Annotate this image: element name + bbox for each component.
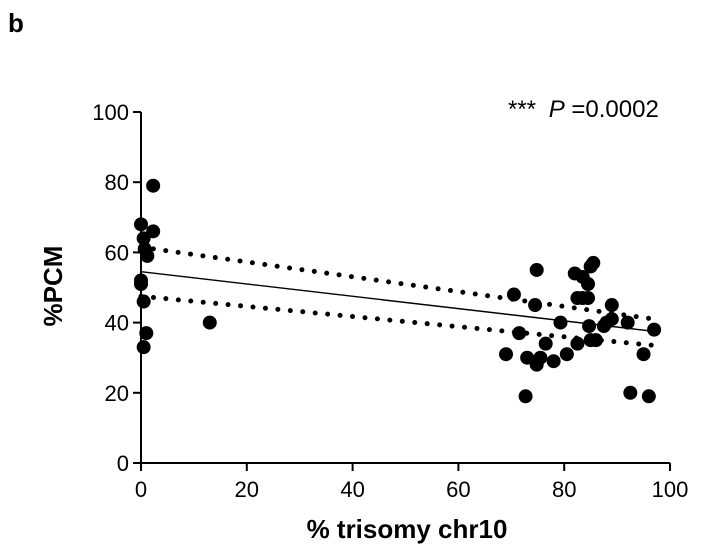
- data-point: [139, 326, 154, 341]
- data-point: [512, 326, 527, 341]
- x-tick-label: 100: [652, 477, 689, 502]
- x-tick-label: 60: [446, 477, 470, 502]
- x-tick-label: 20: [235, 477, 259, 502]
- data-point: [533, 350, 548, 365]
- data-point: [581, 276, 596, 291]
- data-point: [553, 315, 568, 330]
- data-point: [140, 248, 155, 263]
- data-point: [586, 255, 601, 270]
- p-label: P: [549, 96, 565, 123]
- data-point: [506, 287, 521, 302]
- data-point: [134, 217, 148, 232]
- data-point: [134, 276, 148, 291]
- data-point: [582, 319, 597, 334]
- data-point: [623, 385, 638, 400]
- x-axis-title: % trisomy chr10: [307, 514, 508, 544]
- data-point: [604, 312, 619, 327]
- data-point: [620, 315, 635, 330]
- data-point: [146, 178, 161, 193]
- data-point: [636, 347, 651, 362]
- data-point: [570, 336, 585, 351]
- x-tick-label: 40: [340, 477, 364, 502]
- x-tick-label: 80: [552, 477, 576, 502]
- significance-stars: ***: [508, 96, 536, 123]
- x-tick-label: 0: [135, 477, 147, 502]
- regression-line: [140, 271, 655, 333]
- data-point: [588, 333, 603, 348]
- y-tick-label: 100: [92, 100, 129, 125]
- p-value-annotation: *** P =0.0002: [508, 96, 659, 123]
- y-tick-label: 40: [105, 311, 129, 336]
- ci-upper-line: [138, 244, 657, 322]
- y-tick-label: 60: [105, 240, 129, 265]
- data-point: [546, 354, 561, 369]
- data-point: [146, 224, 161, 239]
- y-tick-label: 80: [105, 170, 129, 195]
- data-point: [529, 262, 544, 277]
- data-point: [528, 298, 543, 313]
- data-point: [604, 298, 619, 313]
- p-value: =0.0002: [571, 96, 658, 123]
- y-axis-title: %PCM: [38, 246, 68, 327]
- data-point: [499, 347, 514, 362]
- data-point: [647, 322, 662, 337]
- data-point: [538, 336, 553, 351]
- ci-lower-line: [138, 293, 657, 348]
- data-point: [641, 389, 656, 404]
- data-point: [518, 389, 533, 404]
- data-point: [559, 347, 574, 362]
- plot-area: 0 20 40 60 80 100 0 20 40 60 80 100: [92, 100, 688, 502]
- data-point: [202, 315, 217, 330]
- data-point: [581, 291, 596, 306]
- y-tick-label: 0: [117, 451, 129, 476]
- panel-label: b: [8, 8, 24, 38]
- y-tick-label: 20: [105, 381, 129, 406]
- data-point: [136, 340, 151, 355]
- data-point: [136, 294, 151, 309]
